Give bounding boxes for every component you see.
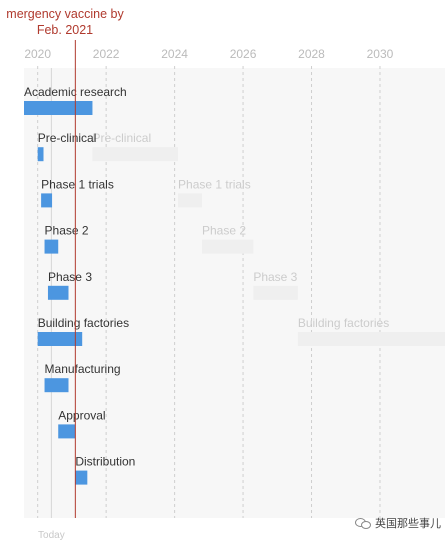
traditional-bar-phase-3 bbox=[253, 285, 298, 300]
traditional-bar-pre-clinical bbox=[92, 147, 179, 162]
emergency-label-phase-2: Phase 2 bbox=[45, 224, 89, 238]
traditional-label-building-factories: Building factories bbox=[298, 316, 389, 330]
annotation-note: mergency vaccine by Feb. 2021 bbox=[0, 6, 130, 38]
wechat-icon bbox=[355, 517, 371, 529]
emergency-bar-manufacturing bbox=[44, 378, 69, 393]
traditional-bar-building-factories bbox=[297, 332, 445, 346]
emergency-bar-pre-clinical bbox=[37, 147, 44, 162]
emergency-label-manufacturing: Manufacturing bbox=[45, 362, 121, 376]
emergency-bar-building-factories bbox=[37, 332, 83, 346]
traditional-label-phase-3: Phase 3 bbox=[253, 270, 297, 284]
x-tick-2026: 2026 bbox=[230, 47, 257, 61]
x-tick-2020: 2020 bbox=[24, 47, 51, 61]
watermark-text: 英国那些事儿 bbox=[375, 518, 441, 530]
emergency-bar-academic-research bbox=[24, 101, 93, 115]
emergency-bar-phase-3 bbox=[47, 285, 69, 300]
x-tick-2024: 2024 bbox=[161, 47, 188, 61]
emergency-bar-approval bbox=[58, 424, 76, 439]
x-tick-labels: 2020 2022 2024 2026 2028 2030 Today bbox=[24, 47, 393, 541]
traditional-label-pre-clinical: Pre-clinical bbox=[92, 131, 151, 145]
plot-background bbox=[24, 68, 445, 518]
emergency-label-approval: Approval bbox=[58, 408, 105, 422]
traditional-bar-phase-2 bbox=[201, 239, 254, 254]
emergency-label-phase-1-trials: Phase 1 trials bbox=[41, 177, 114, 191]
traditional-label-phase-1-trials: Phase 1 trials bbox=[178, 177, 251, 191]
emergency-bar-phase-1-trials bbox=[41, 193, 53, 208]
emergency-bar-phase-2 bbox=[44, 239, 59, 254]
emergency-label-building-factories: Building factories bbox=[38, 316, 129, 330]
annotation-line-1: mergency vaccine by bbox=[6, 7, 124, 21]
traditional-label-phase-2: Phase 2 bbox=[202, 224, 246, 238]
emergency-label-phase-3: Phase 3 bbox=[48, 270, 92, 284]
emergency-label-pre-clinical: Pre-clinical bbox=[38, 131, 97, 145]
annotation-line-2: Feb. 2021 bbox=[36, 23, 94, 37]
watermark: 英国那些事儿 bbox=[355, 515, 441, 531]
x-tick-2028: 2028 bbox=[298, 47, 325, 61]
traditional-bar-phase-1-trials bbox=[178, 193, 202, 208]
x-tick-2030: 2030 bbox=[367, 47, 394, 61]
traditional-series: Pre-clinical Phase 1 trials Phase 2 Phase 3… bbox=[92, 131, 445, 346]
today-label: Today bbox=[38, 530, 65, 541]
x-tick-2022: 2022 bbox=[93, 47, 120, 61]
emergency-bar-distribution bbox=[75, 470, 88, 485]
emergency-label-distribution: Distribution bbox=[75, 455, 135, 469]
